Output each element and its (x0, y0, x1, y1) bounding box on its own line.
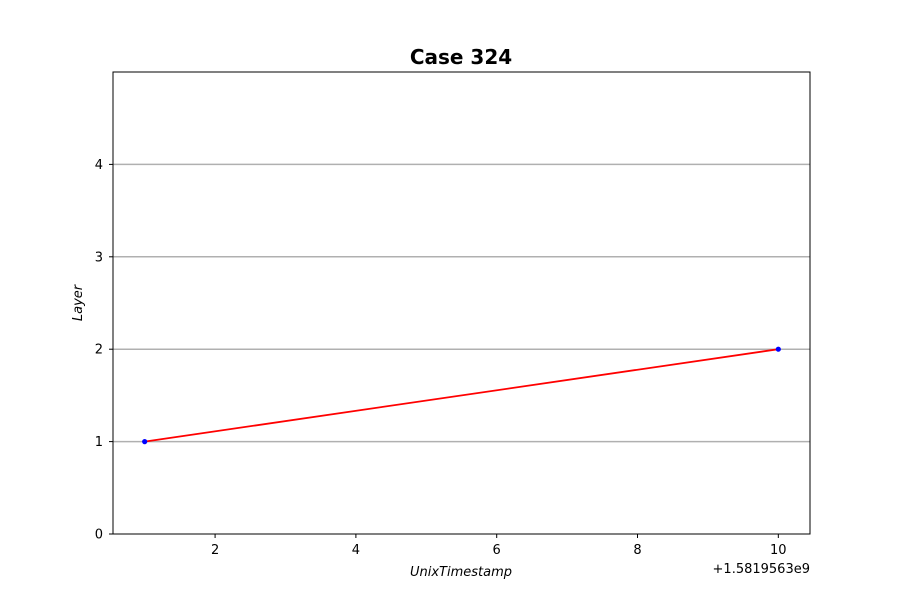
x-tick-label: 2 (211, 543, 219, 558)
y-tick-label: 4 (95, 158, 103, 173)
y-axis-label: Layer (71, 283, 86, 321)
y-axis: 0 1 2 3 4 (95, 158, 113, 543)
grid-lines (113, 163, 810, 443)
plot-frame (112, 71, 811, 535)
x-tick-label: 6 (493, 543, 501, 558)
data-point (142, 439, 148, 445)
series-line (144, 348, 779, 443)
x-tick-label: 8 (633, 543, 641, 558)
y-tick-label: 1 (95, 435, 103, 450)
chart-title: Case 324 (410, 45, 512, 69)
y-tick-label: 2 (95, 343, 103, 358)
x-axis-label: UnixTimestamp (410, 565, 512, 580)
x-tick-label: 4 (352, 543, 360, 558)
x-axis: 2 4 6 8 10 (211, 534, 787, 558)
series-layer (142, 346, 781, 445)
data-point (775, 346, 781, 352)
y-tick-label: 3 (95, 250, 103, 265)
x-axis-offset-label: +1.5819563e9 (713, 562, 810, 577)
y-tick-label: 0 (95, 528, 103, 543)
x-tick-label: 10 (770, 543, 787, 558)
